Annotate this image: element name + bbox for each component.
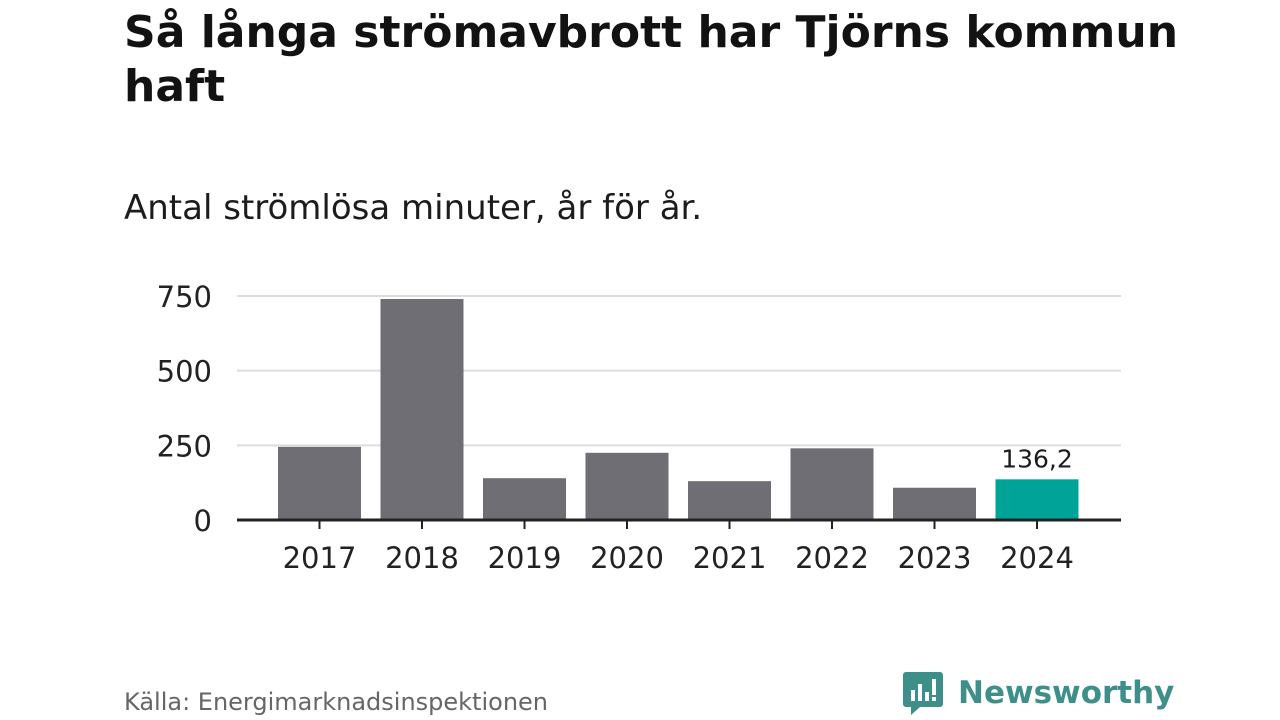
y-tick-label: 500 — [157, 355, 212, 389]
bar-2024 — [995, 479, 1079, 520]
y-tick-label: 750 — [157, 280, 212, 314]
data-label-2024: 136,2 — [1001, 444, 1073, 473]
bar-2018 — [380, 298, 464, 520]
chart-title: Så långa strömavbrott har Tjörns kommun … — [124, 7, 1179, 112]
newsworthy-logo: Newsworthy — [902, 670, 1174, 716]
source-note: Källa: Energimarknadsinspektionen — [124, 688, 549, 716]
x-tick-label: 2021 — [693, 541, 767, 575]
x-tick-label: 2019 — [488, 541, 562, 575]
y-tick-label: 0 — [194, 504, 212, 538]
x-tick-label: 2017 — [283, 541, 357, 575]
x-tick-label: 2022 — [795, 541, 869, 575]
bar-2019 — [483, 478, 566, 520]
bar-2023 — [893, 487, 976, 520]
bar-2022 — [790, 448, 874, 520]
x-tick-label: 2018 — [385, 541, 459, 575]
x-tick-label: 2024 — [1000, 541, 1074, 575]
bar-2021 — [688, 481, 771, 520]
bars — [278, 298, 1079, 520]
y-tick-label: 250 — [157, 429, 212, 463]
data-labels: 136,2 — [1001, 444, 1073, 473]
bar-2020 — [585, 452, 669, 520]
x-tick-label: 2023 — [898, 541, 972, 575]
chart-subtitle: Antal strömlösa minuter, år för år. — [124, 188, 703, 228]
axes: 0 250 500 750 2017 2018 2019 2020 2021 2022 2023 20… — [157, 280, 1121, 575]
gridlines — [237, 295, 1121, 447]
bar-2017 — [278, 446, 361, 520]
bar-chart: 136,2 0 250 500 750 2017 2018 2019 2020 2021 2022… — [157, 280, 1121, 575]
brand-name: Newsworthy — [958, 675, 1175, 711]
bar-chart-speech-bubble-icon — [903, 672, 943, 715]
x-tick-label: 2020 — [590, 541, 664, 575]
